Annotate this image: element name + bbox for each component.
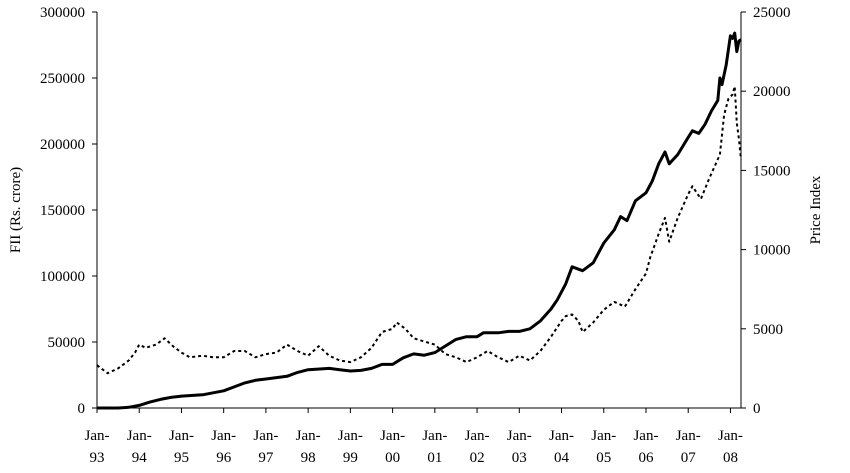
right-y-tick-label: 10000 (753, 243, 791, 259)
right-y-tick-label: 20000 (753, 84, 791, 100)
x-tick-label-month: Jan- (127, 428, 152, 444)
x-tick-label-month: Jan- (380, 428, 405, 444)
left-y-axis-title: FII (Rs. crore) (8, 167, 24, 253)
price-index-series-line (96, 85, 742, 375)
x-tick-label-month: Jan- (422, 428, 447, 444)
left-y-tick-label: 300000 (40, 5, 85, 21)
x-tick-label-year: 05 (596, 450, 611, 466)
x-tick-label-year: 02 (470, 450, 485, 466)
x-tick-label-year: 99 (343, 450, 358, 466)
left-y-tick-label: 200000 (40, 137, 85, 153)
x-axis-ticks: Jan- 93 Jan- 94 Jan- 95 Jan- 96 Jan- 97 Jan- 98 Jan-… (85, 408, 743, 466)
series-layer (96, 31, 742, 410)
right-y-tick-label: 25000 (753, 5, 791, 21)
x-tick-label-month: Jan- (549, 428, 574, 444)
x-tick-label-year: 94 (132, 450, 148, 466)
x-tick-label-year: 06 (638, 450, 654, 466)
left-y-tick-label: 150000 (40, 203, 85, 219)
x-tick-label-year: 93 (90, 450, 105, 466)
left-y-tick-label: 50000 (48, 335, 86, 351)
x-tick-label-month: Jan- (169, 428, 194, 444)
x-tick-label-month: Jan- (591, 428, 616, 444)
x-tick-label-month: Jan- (676, 428, 701, 444)
x-tick-label-month: Jan- (211, 428, 236, 444)
x-tick-label-year: 07 (681, 450, 697, 466)
right-y-axis-title: Price Index (808, 175, 824, 244)
right-y-tick-label: 0 (753, 401, 761, 417)
right-y-axis-ticks: 0 5000 10000 15000 20000 25000 (741, 5, 791, 417)
x-tick-label-year: 00 (385, 450, 400, 466)
fii-series-line (97, 31, 742, 410)
left-y-axis-ticks: 0 50000 100000 150000 200000 250000 300000 (40, 5, 97, 417)
x-tick-label-year: 08 (723, 450, 738, 466)
x-tick-label-month: Jan- (338, 428, 363, 444)
x-tick-label-month: Jan- (85, 428, 110, 444)
left-y-tick-label: 0 (78, 401, 86, 417)
x-tick-label-year: 98 (301, 450, 316, 466)
x-tick-label-month: Jan- (507, 428, 532, 444)
x-tick-label-year: 95 (174, 450, 189, 466)
x-tick-label-month: Jan- (296, 428, 321, 444)
left-y-tick-label: 100000 (40, 269, 85, 285)
x-tick-label-month: Jan- (465, 428, 490, 444)
right-y-tick-label: 15000 (753, 163, 791, 179)
right-y-tick-label: 5000 (753, 322, 783, 338)
x-tick-label-month: Jan- (633, 428, 658, 444)
x-tick-label-month: Jan- (253, 428, 278, 444)
x-tick-label-year: 01 (427, 450, 442, 466)
x-tick-label-year: 04 (554, 450, 570, 466)
x-tick-label-year: 97 (258, 450, 274, 466)
plot-area (96, 12, 742, 409)
x-tick-label-year: 96 (216, 450, 232, 466)
x-tick-label-month: Jan- (718, 428, 743, 444)
x-tick-label-year: 03 (512, 450, 527, 466)
left-y-tick-label: 250000 (40, 71, 85, 87)
